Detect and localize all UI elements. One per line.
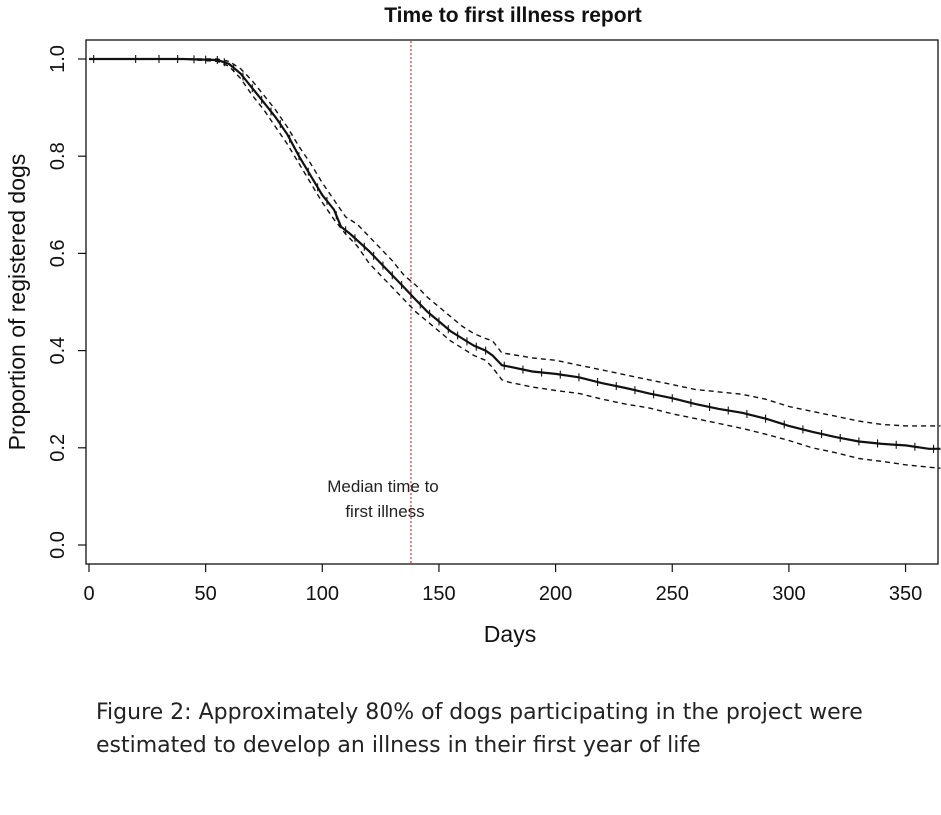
x-tick-label: 150	[422, 583, 455, 605]
y-tick-label: 0.2	[47, 434, 69, 462]
x-axis-label: Days	[484, 621, 536, 647]
x-tick-label: 300	[772, 583, 805, 605]
y-axis: 0.0 0.2 0.4 0.6 0.8 1.0	[47, 45, 86, 559]
chart-title: Time to first illness report	[384, 4, 642, 27]
x-axis: 0 50 100 150 200 250 300 350	[83, 564, 922, 605]
caption-line-1: Figure 2: Approximately 80% of dogs part…	[96, 700, 863, 725]
x-tick-label: 350	[889, 583, 922, 605]
series-upper	[89, 58, 941, 427]
y-tick-label: 0.6	[47, 239, 69, 267]
y-tick-label: 1.0	[47, 45, 69, 73]
x-tick-label: 200	[539, 583, 572, 605]
annotation-line2: first illness	[345, 502, 424, 521]
series-estimate	[89, 57, 941, 450]
x-tick-label: 100	[306, 583, 339, 605]
figure-caption: Figure 2: Approximately 80% of dogs part…	[96, 696, 926, 762]
y-tick-label: 0.0	[47, 531, 69, 559]
x-tick-label: 0	[83, 583, 94, 605]
plot-frame	[85, 39, 939, 565]
annotation-line1: Median time to	[327, 477, 439, 496]
caption-line-2: estimated to develop an illness in their…	[96, 733, 701, 758]
plot-area	[89, 41, 941, 563]
series-lower	[89, 58, 941, 469]
x-tick-label: 250	[656, 583, 689, 605]
y-axis-label: Proportion of registered dogs	[4, 154, 30, 451]
y-tick-label: 0.4	[47, 337, 69, 365]
survival-chart: Time to first illness report Median time…	[4, 4, 941, 647]
x-tick-label: 50	[195, 583, 217, 605]
y-tick-label: 0.8	[47, 142, 69, 170]
